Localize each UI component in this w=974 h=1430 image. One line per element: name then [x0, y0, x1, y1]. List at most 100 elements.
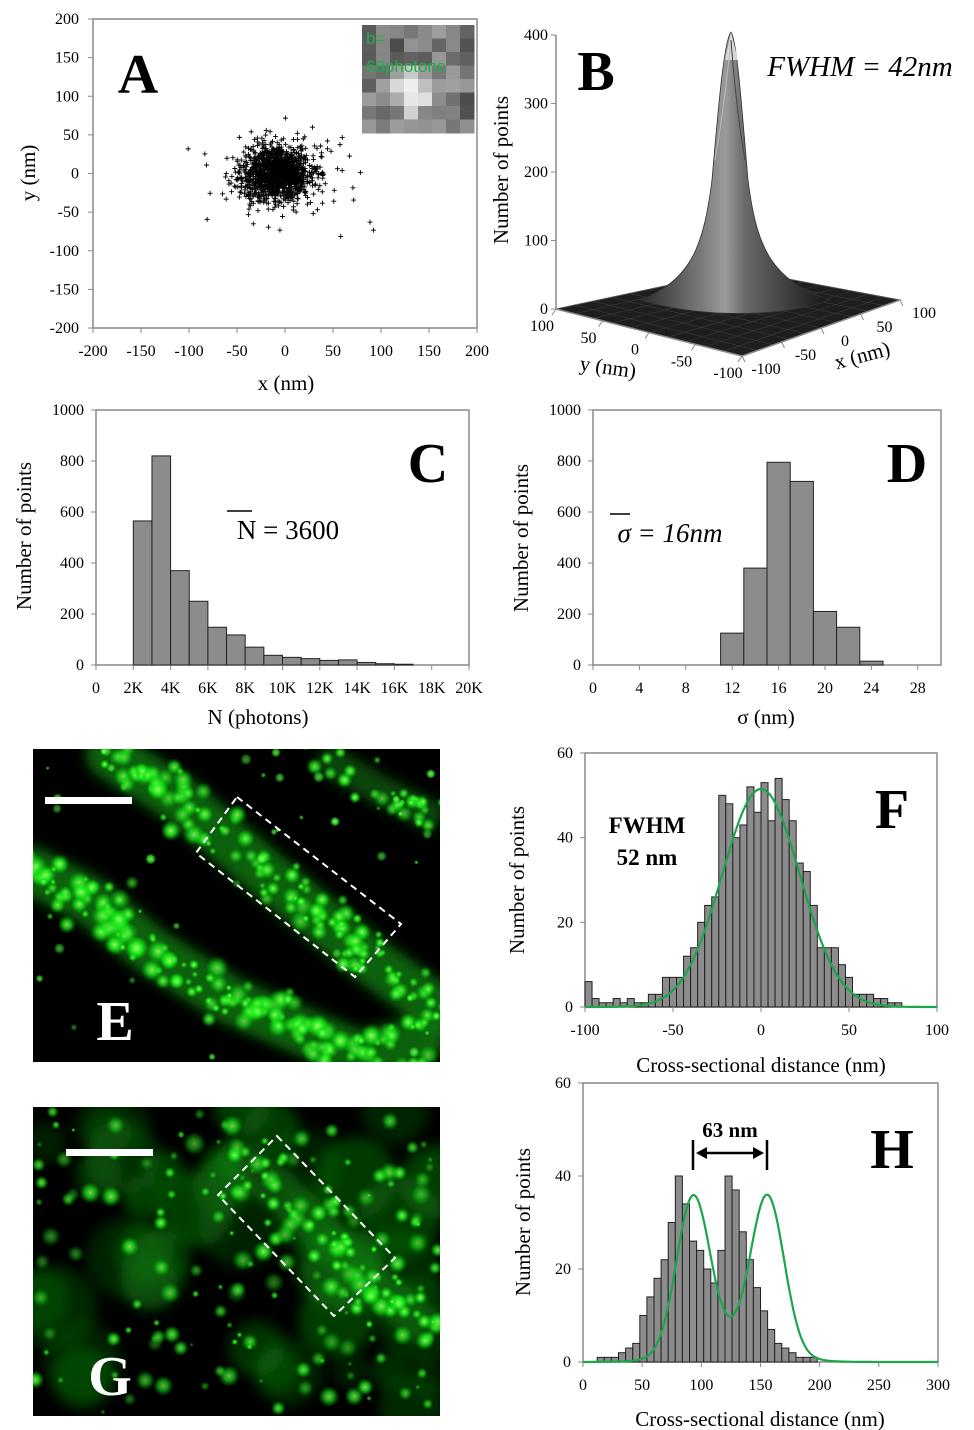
x-tick-label: 250 [867, 1377, 891, 1394]
histogram-bar [795, 1356, 804, 1363]
histogram-bar [639, 1315, 648, 1363]
fluorescence-blob [330, 1229, 338, 1237]
scatter-point [243, 154, 249, 160]
x-tick-label: -100 [570, 1022, 599, 1039]
fluorescence-blob [367, 1334, 377, 1344]
panel-d-label: D [887, 433, 927, 495]
scatter-point [293, 150, 299, 156]
fluorescence-blob [249, 1003, 267, 1021]
scatter-point [240, 178, 246, 184]
fluorescence-blob [250, 1168, 255, 1174]
fluorescence-blob [366, 1395, 372, 1402]
panel-a-xlabel: x (nm) [258, 371, 315, 395]
panel-a-inset-text-1: b= [366, 29, 385, 48]
scatter-point [263, 132, 269, 138]
fluorescence-blob [258, 1156, 272, 1170]
inset-pixel [404, 79, 419, 93]
scatter-point [285, 195, 291, 201]
fluorescence-dot [331, 948, 343, 959]
scatter-point [331, 198, 337, 204]
x-tick-label: 100 [925, 1022, 949, 1039]
histogram-bar [781, 1347, 790, 1363]
fluorescence-blob [211, 1209, 226, 1225]
scatter-point [300, 136, 306, 142]
scatter-point [274, 165, 280, 171]
inset-pixel [390, 25, 405, 39]
inset-pixel [362, 106, 377, 120]
scatter-point [268, 174, 274, 180]
scatter-point [261, 157, 267, 163]
x-tick-label: 50 [877, 319, 893, 336]
scatter-point [301, 167, 307, 173]
fluorescence-blob [275, 1156, 287, 1168]
scatter-point [315, 186, 321, 192]
fluorescence-blob [420, 817, 436, 833]
fluorescence-blob [134, 763, 151, 780]
scatter-point [279, 213, 285, 219]
histogram-bar [703, 1268, 712, 1363]
fluorescence-blob [220, 1114, 244, 1138]
histogram-bar [760, 782, 769, 1008]
x-tick-label: 16 [771, 680, 787, 697]
fluorescence-blob [225, 992, 234, 1000]
panel-d: 1000 800 600 400 200 0 0 4 8 12 16 20 24 28 σ (nm) N… [509, 402, 942, 729]
panel-f-gaussian-fit [585, 787, 937, 1009]
fluorescence-blob [274, 1223, 296, 1246]
z-tick-label: 400 [524, 27, 548, 44]
fluorescence-blob [415, 1384, 421, 1390]
scatter-point [289, 179, 295, 185]
histogram-bar [746, 786, 755, 1008]
scatter-point [285, 190, 291, 196]
histogram-bar [681, 1203, 691, 1363]
fluorescence-blob [103, 880, 116, 893]
inset-pixel [446, 25, 461, 39]
fluorescence-blob [333, 928, 346, 941]
x-tick-mark [899, 299, 904, 307]
y-tick-label: 600 [60, 504, 84, 521]
fluorescence-blob [424, 995, 438, 1010]
fluorescence-blob [189, 1342, 194, 1348]
scatter-point [241, 191, 247, 197]
y-tick-label: 50 [581, 330, 597, 347]
scatter-point [290, 136, 296, 142]
scatter-point [319, 150, 325, 156]
fluorescence-blob [257, 860, 277, 880]
y-tick-label: -50 [671, 353, 692, 370]
fluorescence-blob [380, 1112, 399, 1131]
fluorescence-blob [203, 995, 220, 1013]
fluorescence-blob [258, 1378, 264, 1384]
scatter-point [275, 198, 281, 204]
fluorescence-blob [160, 820, 182, 842]
fluorescence-blob [228, 1230, 235, 1236]
scatter-point [270, 159, 276, 165]
fluorescence-blob [336, 894, 349, 906]
y-tick-label: 400 [60, 555, 84, 572]
fluorescence-blob [266, 1177, 284, 1195]
histogram-bar [188, 600, 209, 666]
scatter-point [246, 206, 252, 212]
fluorescence-blob [336, 920, 346, 929]
inset-pixel [390, 38, 405, 53]
scatter-point [232, 165, 238, 171]
fluorescence-blob [241, 1333, 259, 1351]
fluorescence-blob [283, 1150, 303, 1169]
fluorescence-blob [359, 1023, 384, 1048]
fluorescence-blob [386, 1179, 396, 1189]
fluorescence-blob [81, 909, 90, 918]
fluorescence-blob [299, 876, 312, 888]
scatter-point [276, 170, 282, 176]
scatter-point [303, 175, 309, 181]
histogram-bar [647, 993, 656, 1008]
y-tick-mark [737, 355, 743, 363]
inset-pixel [362, 92, 377, 107]
histogram-bar [774, 1342, 783, 1363]
x-tick-mark [741, 355, 746, 363]
fluorescence-blob [311, 1070, 318, 1077]
fluorescence-blob [50, 865, 57, 873]
z-tick-label: 100 [524, 233, 548, 250]
scatter-point [289, 163, 295, 169]
fluorescence-blob [356, 1187, 376, 1208]
fluorescence-blob [49, 897, 66, 914]
fluorescence-blob [209, 847, 217, 855]
inset-pixel [460, 25, 475, 39]
